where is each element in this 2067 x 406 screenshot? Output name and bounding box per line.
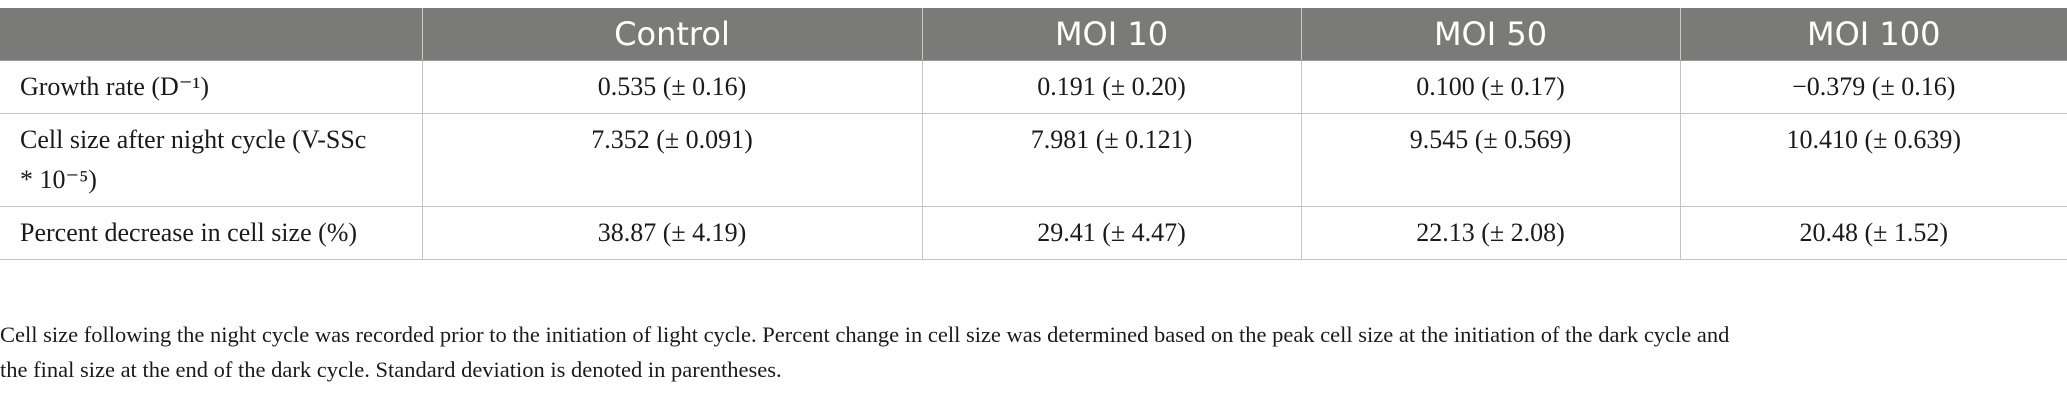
header-row: Control MOI 10 MOI 50 MOI 100 (0, 8, 2067, 61)
table-row: Growth rate (D⁻¹) 0.535 (± 0.16) 0.191 (… (0, 60, 2067, 114)
cell-value: 0.535 (± 0.16) (421, 60, 922, 114)
cell-value: 10.410 (± 0.639) (1679, 113, 2067, 207)
cell-value: 22.13 (± 2.08) (1300, 206, 1680, 260)
table-header: Control MOI 10 MOI 50 MOI 100 (0, 8, 2067, 61)
row-label-cell-size: Cell size after night cycle (V-SSc * 10⁻… (0, 113, 422, 207)
header-cell-empty (0, 8, 422, 61)
table-row: Percent decrease in cell size (%) 38.87 … (0, 206, 2067, 260)
table-footnote: Cell size following the night cycle was … (0, 317, 2060, 387)
header-cell-control: Control (421, 8, 922, 61)
header-cell-moi-10: MOI 10 (921, 8, 1301, 61)
footnote-line: Cell size following the night cycle was … (0, 322, 1730, 347)
cell-value: 9.545 (± 0.569) (1300, 113, 1680, 207)
row-label-line: Cell size after night cycle (V-SSc (20, 125, 367, 154)
cell-value: 0.191 (± 0.20) (921, 60, 1301, 114)
cell-value: 0.100 (± 0.17) (1300, 60, 1680, 114)
cell-value: 7.352 (± 0.091) (421, 113, 922, 207)
row-label-line: * 10⁻⁵) (20, 165, 97, 194)
header-cell-moi-50: MOI 50 (1300, 8, 1680, 61)
table-body: Growth rate (D⁻¹) 0.535 (± 0.16) 0.191 (… (0, 60, 2067, 260)
header-cell-moi-100: MOI 100 (1679, 8, 2067, 61)
cell-value: 7.981 (± 0.121) (921, 113, 1301, 207)
table-row: Cell size after night cycle (V-SSc * 10⁻… (0, 113, 2067, 207)
row-label-percent-decrease: Percent decrease in cell size (%) (0, 206, 422, 260)
cell-value: −0.379 (± 0.16) (1679, 60, 2067, 114)
footnote-line: the final size at the end of the dark cy… (0, 357, 782, 382)
data-table: Control MOI 10 MOI 50 MOI 100 Growth rat… (0, 8, 2067, 260)
row-label-growth-rate: Growth rate (D⁻¹) (0, 60, 422, 114)
cell-value: 38.87 (± 4.19) (421, 206, 922, 260)
cell-value: 20.48 (± 1.52) (1679, 206, 2067, 260)
cell-value: 29.41 (± 4.47) (921, 206, 1301, 260)
